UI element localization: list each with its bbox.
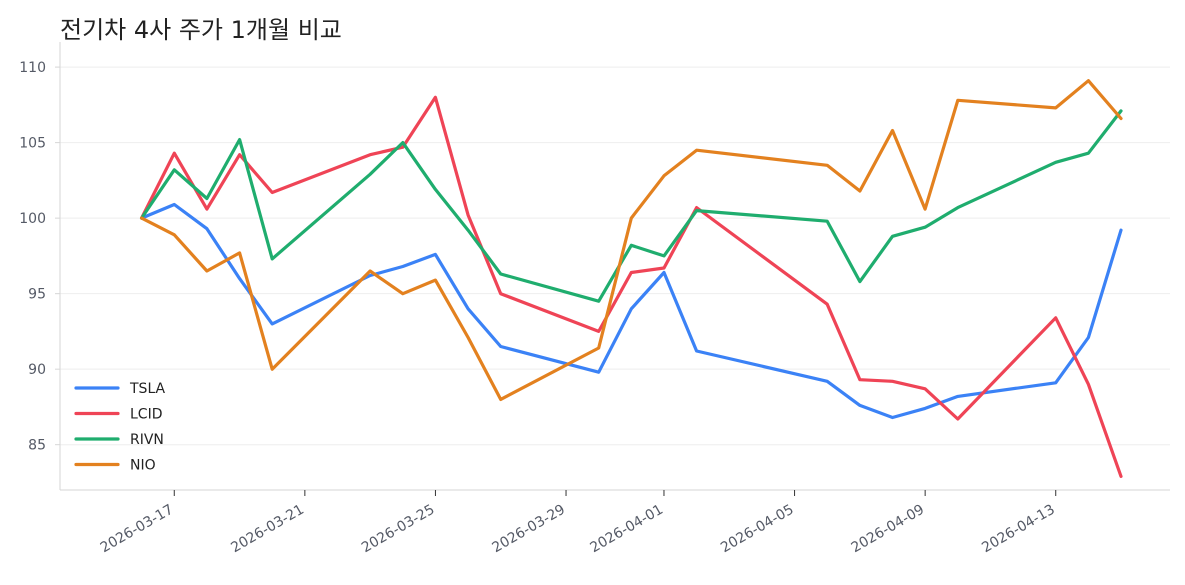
series-line-tsla [140, 202, 1123, 420]
y-tick-label: 85 [28, 438, 46, 454]
y-tick-label: 95 [28, 287, 46, 303]
gridlines [60, 66, 1170, 446]
axes [59, 42, 1170, 491]
y-tick-label: 105 [19, 136, 46, 152]
legend-label-nio: NIO [130, 458, 156, 474]
series-line-lcid [140, 95, 1123, 478]
legend-label-rivn: RIVN [130, 432, 164, 448]
series-line-rivn [140, 109, 1123, 303]
x-tick-label: 2026-04-05 [718, 502, 796, 557]
x-tick-label: 2026-04-13 [979, 502, 1057, 557]
series-line-nio [140, 79, 1123, 401]
x-tick-label: 2026-03-25 [359, 502, 437, 557]
x-tick-label: 2026-03-29 [490, 502, 568, 557]
x-tick-label: 2026-03-21 [228, 502, 306, 557]
legend: TSLA LCID RIVN NIO [74, 381, 166, 474]
x-tick-label: 2026-04-01 [587, 502, 665, 557]
x-axis-ticks: 2026-03-17 2026-03-21 2026-03-25 2026-03-29… [98, 490, 1058, 556]
legend-label-tsla: TSLA [129, 381, 166, 397]
y-axis-ticks: 85 90 95 100 105 110 [19, 60, 60, 454]
series-lines [140, 79, 1123, 478]
x-tick-label: 2026-04-09 [849, 502, 927, 557]
chart-title: 전기차 4사 주가 1개월 비교 [60, 16, 342, 44]
y-tick-label: 90 [28, 362, 46, 378]
x-tick-label: 2026-03-17 [98, 502, 176, 557]
y-tick-label: 100 [19, 211, 46, 227]
y-tick-label: 110 [19, 60, 46, 76]
legend-label-lcid: LCID [130, 407, 162, 423]
